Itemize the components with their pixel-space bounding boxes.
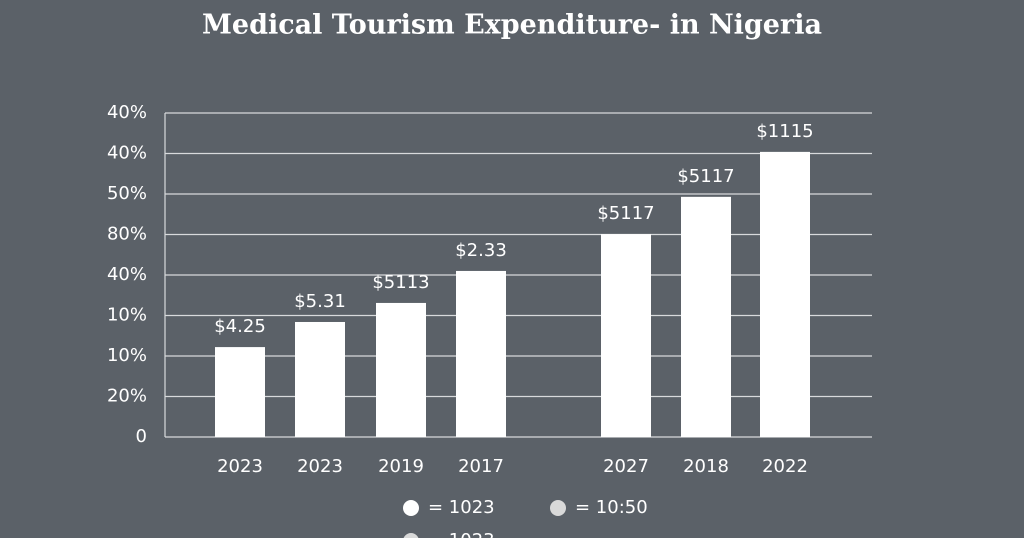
x-tick-label: 2017: [458, 456, 504, 477]
value-label: $2.33: [455, 240, 507, 261]
legend-label: = 10:50: [575, 497, 648, 518]
y-tick-label: 80%: [107, 224, 147, 245]
legend-label: = 1023: [428, 497, 495, 518]
bar: [376, 302, 426, 437]
x-tick-label: 2018: [683, 456, 729, 477]
chart-title: Medical Tourism Expenditure- in Nigeria: [202, 10, 822, 41]
y-tick-label: 40%: [107, 143, 147, 164]
bar: [295, 321, 345, 437]
value-label: $5113: [372, 272, 429, 293]
y-tick-label: 50%: [107, 183, 147, 204]
y-tick-label: 10%: [107, 345, 147, 366]
bar: [456, 270, 506, 437]
legend-marker: [403, 500, 419, 516]
legend-marker: [403, 533, 419, 538]
bar: [760, 151, 810, 437]
x-tick-label: 2023: [217, 456, 263, 477]
value-label: $1115: [756, 121, 813, 142]
x-tick-label: 2023: [297, 456, 343, 477]
value-label: $5117: [677, 166, 734, 187]
bar: [601, 234, 651, 437]
y-tick-label: 10%: [107, 305, 147, 326]
value-label: $4.25: [214, 316, 266, 337]
y-tick-label: 0: [136, 426, 147, 447]
x-tick-label: 2019: [378, 456, 424, 477]
x-tick-label: 2022: [762, 456, 808, 477]
value-label: $5.31: [294, 291, 346, 312]
x-tick-label: 2027: [603, 456, 649, 477]
bar: [681, 196, 731, 437]
bar: [215, 347, 265, 437]
y-tick-label: 40%: [107, 264, 147, 285]
value-label: $5117: [597, 203, 654, 224]
legend-marker: [550, 500, 566, 516]
legend-label: = 1023: [428, 530, 495, 538]
y-tick-label: 20%: [107, 386, 147, 407]
y-tick-label: 40%: [107, 102, 147, 123]
